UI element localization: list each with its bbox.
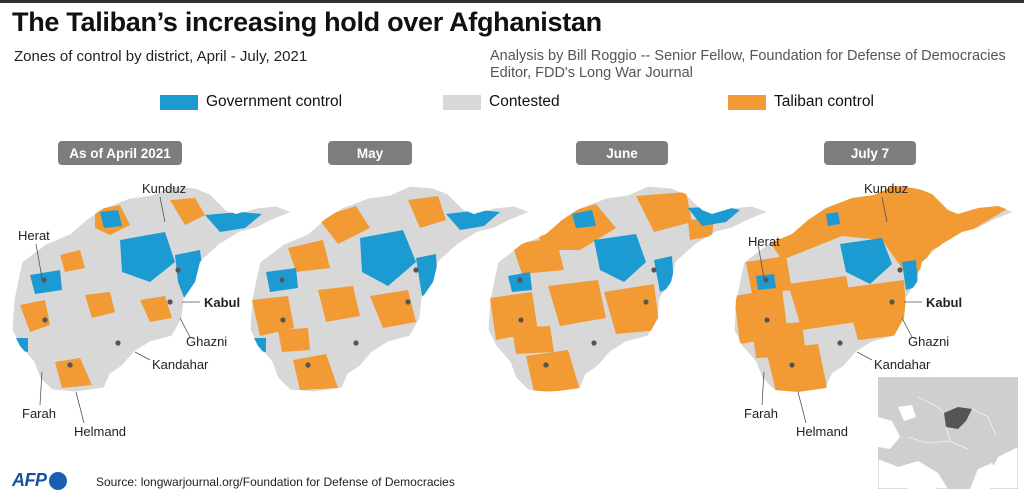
- leader-lines: [757, 196, 922, 424]
- map-april: [11, 185, 293, 424]
- taliban-zones: [734, 186, 1012, 392]
- label-kabul-july: Kabul: [926, 295, 963, 310]
- city-markers: [517, 267, 657, 368]
- afp-logo-text: AFP: [12, 470, 47, 490]
- legend-contested: Contested: [443, 92, 560, 112]
- subtitle: Zones of control by district, April - Ju…: [14, 48, 308, 65]
- panel-label-april: As of April 2021: [58, 141, 182, 165]
- taliban-zones: [20, 198, 205, 388]
- top-rule: [0, 0, 1024, 3]
- map-may: [249, 185, 531, 393]
- city-markers: [41, 267, 181, 368]
- label-kandahar-july: Kandahar: [874, 357, 931, 372]
- credit-note: Analysis by Bill Roggio -- Senior Fellow…: [490, 48, 1020, 82]
- contested-swatch: [443, 94, 481, 110]
- label-herat-april: Herat: [18, 228, 50, 243]
- city-markers: [763, 267, 903, 368]
- city-markers: [279, 267, 419, 368]
- government-zones: [508, 206, 740, 292]
- legend-label-taliban: Taliban control: [774, 93, 874, 110]
- label-herat-july: Herat: [748, 234, 780, 249]
- government-zones: [250, 210, 500, 352]
- label-kandahar-april: Kandahar: [152, 357, 209, 372]
- panel-label-july: July 7: [824, 141, 916, 165]
- government-swatch: [160, 94, 198, 110]
- legend-taliban: Taliban control: [728, 92, 874, 112]
- credit-line-1: Analysis by Bill Roggio -- Senior Fellow…: [490, 48, 1006, 64]
- label-farah-april: Farah: [22, 406, 56, 421]
- afp-logo: AFP: [12, 470, 67, 491]
- government-zones: [756, 212, 918, 290]
- panel-label-june: June: [576, 141, 668, 165]
- afghanistan-highlight: [944, 407, 972, 429]
- label-kabul-april: Kabul: [204, 295, 241, 310]
- label-kunduz-april: Kunduz: [142, 181, 187, 196]
- label-helmand-july: Helmand: [796, 424, 849, 439]
- source-note: Source: longwarjournal.org/Foundation fo…: [96, 475, 455, 489]
- taliban-swatch: [728, 94, 766, 110]
- page-title: The Taliban’s increasing hold over Afgha…: [12, 7, 602, 37]
- label-helmand-april: Helmand: [74, 424, 127, 439]
- panel-label-may: May: [328, 141, 412, 165]
- taliban-zones: [490, 192, 714, 392]
- legend-label-contested: Contested: [489, 93, 560, 110]
- taliban-zones: [252, 196, 446, 390]
- label-ghazni-july: Ghazni: [908, 334, 950, 349]
- locator-map-icon: [878, 377, 1018, 489]
- legend-government: Government control: [160, 92, 342, 112]
- government-zones: [12, 210, 262, 352]
- afp-globe-icon: [48, 471, 67, 490]
- label-farah-july: Farah: [744, 406, 778, 421]
- map-june: [487, 185, 769, 393]
- label-kunduz-july: Kunduz: [864, 181, 909, 196]
- credit-line-2: Editor, FDD's Long War Journal: [490, 65, 693, 81]
- legend-label-government: Government control: [206, 93, 343, 110]
- leader-lines: [35, 196, 200, 424]
- label-ghazni-april: Ghazni: [186, 334, 228, 349]
